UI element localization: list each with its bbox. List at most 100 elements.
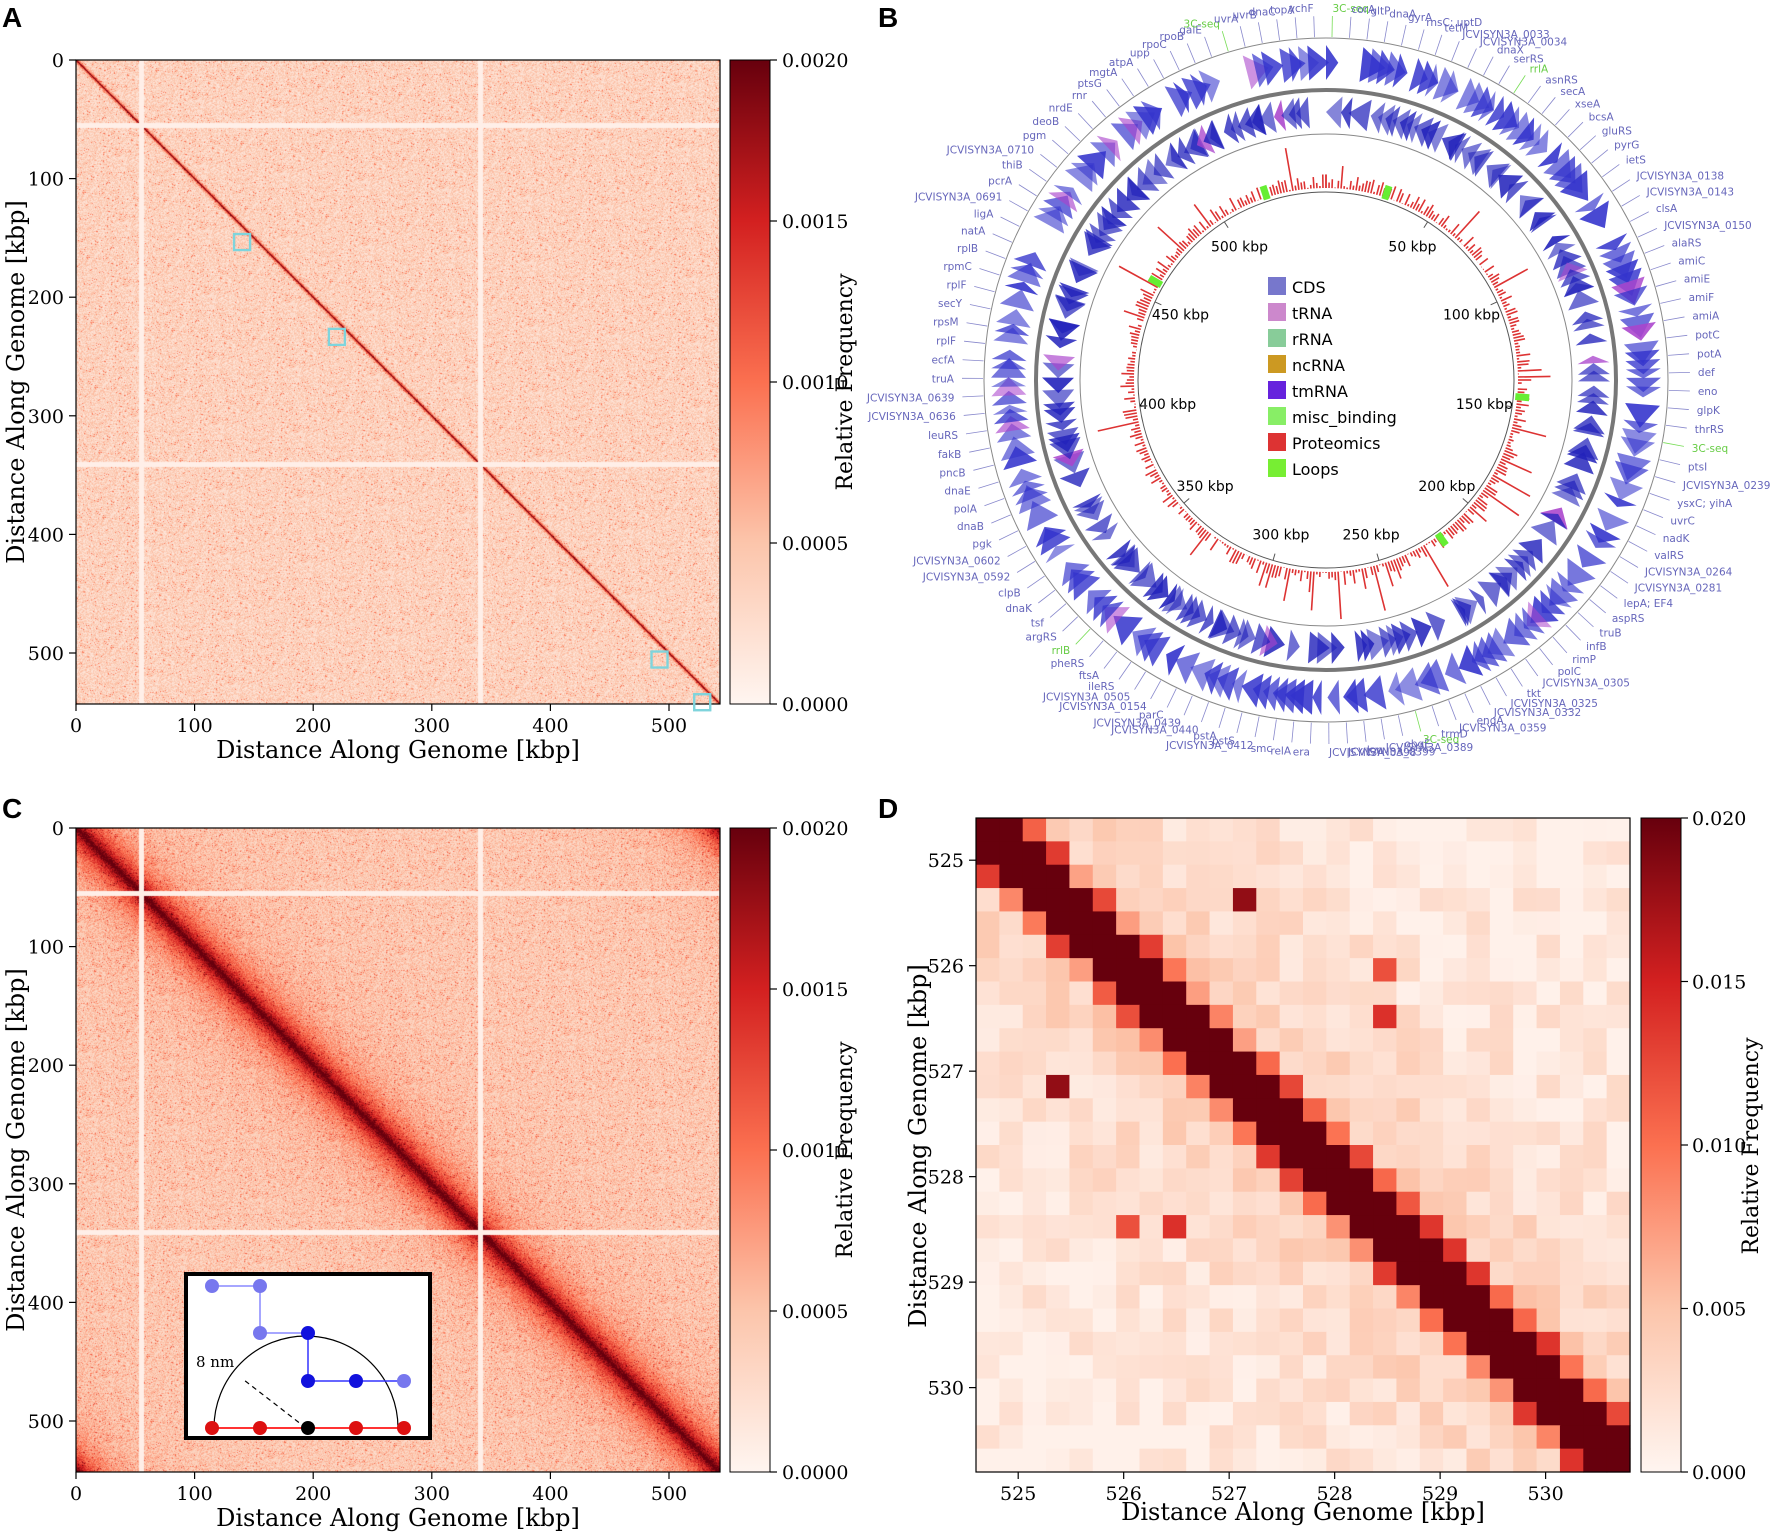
cds-arrow — [1343, 679, 1359, 714]
heatmap-cell — [1093, 911, 1117, 935]
heatmap-cell — [1069, 1028, 1093, 1052]
proteomics-bar — [1472, 505, 1476, 509]
gene-label: pheRS — [1051, 658, 1085, 670]
proteomics-bar — [1506, 448, 1513, 451]
gene-label: ysxC; yihA — [1677, 498, 1733, 510]
heatmap-cell — [1280, 1122, 1304, 1146]
heatmap-cell — [1326, 1379, 1350, 1403]
heatmap-cell — [976, 1005, 1000, 1029]
proteomics-bar — [1513, 336, 1523, 338]
proteomics-bar — [1135, 425, 1139, 426]
heatmap-cell — [1233, 1028, 1257, 1052]
gene-label: pgm — [1023, 130, 1047, 142]
heatmap-cell — [1326, 982, 1350, 1006]
heatmap-cell — [1443, 1379, 1467, 1403]
heatmap-cell — [1116, 1098, 1140, 1122]
heatmap-cell — [1583, 1332, 1607, 1356]
heatmap-cell — [1069, 958, 1093, 982]
heatmap-cell — [1163, 818, 1187, 842]
heatmap-cell — [1163, 1379, 1187, 1403]
proteomics-bar — [1341, 166, 1343, 189]
heatmap-cell — [1467, 1262, 1491, 1286]
proteomics-bar — [1446, 229, 1447, 230]
proteomics-bar — [1517, 364, 1528, 365]
kbp-label: 500 kbp — [1211, 239, 1268, 255]
heatmap-cell — [1513, 982, 1537, 1006]
heatmap-cell — [999, 1332, 1023, 1356]
colorbar-tick-label: 0.0015 — [782, 211, 848, 233]
legend-label: tmRNA — [1292, 382, 1348, 401]
proteomics-bar — [1516, 354, 1530, 356]
proteomics-bar — [1131, 428, 1140, 430]
cds-arrow — [1326, 96, 1342, 128]
heatmap-cell — [1537, 1215, 1561, 1239]
proteomics-bar — [1159, 480, 1162, 482]
gene-label: deoB — [1032, 116, 1059, 128]
heatmap-cell — [999, 1238, 1023, 1262]
gene-label: rplB — [957, 243, 978, 255]
heatmap-cell — [1420, 982, 1444, 1006]
proteomics-bar — [1426, 544, 1427, 545]
heatmap-cell — [1396, 1309, 1420, 1333]
loop-mark — [1438, 534, 1446, 545]
heatmap-cell — [1210, 1425, 1234, 1449]
gene-label: ietS — [1626, 155, 1646, 167]
heatmap-cell — [1256, 1005, 1280, 1029]
inset-bead — [397, 1421, 411, 1435]
x-tick-label: 500 — [651, 715, 687, 737]
heatmap-cell — [999, 1075, 1023, 1099]
heatmap-cell — [1537, 818, 1561, 842]
cds-arrow — [1597, 508, 1629, 531]
gene-label: infB — [1586, 641, 1606, 653]
proteomics-bar — [1278, 181, 1281, 194]
heatmap-cell — [1280, 1449, 1304, 1473]
heatmap-cell — [1046, 1215, 1070, 1239]
heatmap-cell — [1046, 1122, 1070, 1146]
heatmap-cell — [1350, 1332, 1374, 1356]
heatmap-cell — [1326, 865, 1350, 889]
heatmap-cell — [1303, 888, 1327, 912]
gene-label: JCVISYN3A_0305 — [1541, 678, 1629, 690]
heatmap-cell — [1513, 841, 1537, 865]
heatmap-cell — [1537, 1309, 1561, 1333]
heatmap-cell — [1023, 841, 1047, 865]
heatmap-cell — [999, 1379, 1023, 1403]
proteomics-bar — [1130, 401, 1135, 402]
kbp-label: 100 kbp — [1443, 308, 1500, 324]
heatmap-cell — [1116, 1215, 1140, 1239]
heatmap-cell — [1280, 1028, 1304, 1052]
gene-label: potA — [1697, 348, 1722, 360]
proteomics-bar — [1515, 413, 1522, 414]
heatmap-cell — [1303, 1075, 1327, 1099]
heatmap-cell — [1537, 935, 1561, 959]
heatmap-cell — [1350, 935, 1374, 959]
gene-label: JCVISYN3A_0143 — [1646, 186, 1734, 198]
heatmap-cell — [1560, 1309, 1584, 1333]
heatmap-cell — [1443, 818, 1467, 842]
heatmap-cell — [1023, 1122, 1047, 1146]
heatmap-cell — [999, 1262, 1023, 1286]
heatmap-cell — [1280, 1192, 1304, 1216]
heatmap-cell — [1069, 1332, 1093, 1356]
proteomics-bar — [1514, 419, 1526, 421]
inset-bead — [397, 1374, 411, 1388]
heatmap-cell — [1513, 1052, 1537, 1076]
heatmap-cell — [1210, 935, 1234, 959]
heatmap-cell — [1186, 1262, 1210, 1286]
heatmap-cell — [1537, 1449, 1561, 1473]
y-tick-label: 500 — [28, 1411, 64, 1433]
heatmap-cell — [1093, 1168, 1117, 1192]
heatmap-cell — [1303, 1098, 1327, 1122]
heatmap-cell — [1443, 982, 1467, 1006]
heatmap-cell — [1233, 1309, 1257, 1333]
heatmap-cell — [1023, 1449, 1047, 1473]
proteomics-bar — [1153, 292, 1155, 293]
heatmap-cell — [1513, 1192, 1537, 1216]
proteomics-bar — [1199, 222, 1206, 230]
heatmap-cell — [1140, 1332, 1164, 1356]
heatmap-cell — [1093, 1005, 1117, 1029]
colorbar-tick-label: 0.005 — [1692, 1299, 1746, 1321]
heatmap-cell — [1396, 1005, 1420, 1029]
heatmap-cell — [1467, 888, 1491, 912]
heatmap-cell — [1256, 1309, 1280, 1333]
